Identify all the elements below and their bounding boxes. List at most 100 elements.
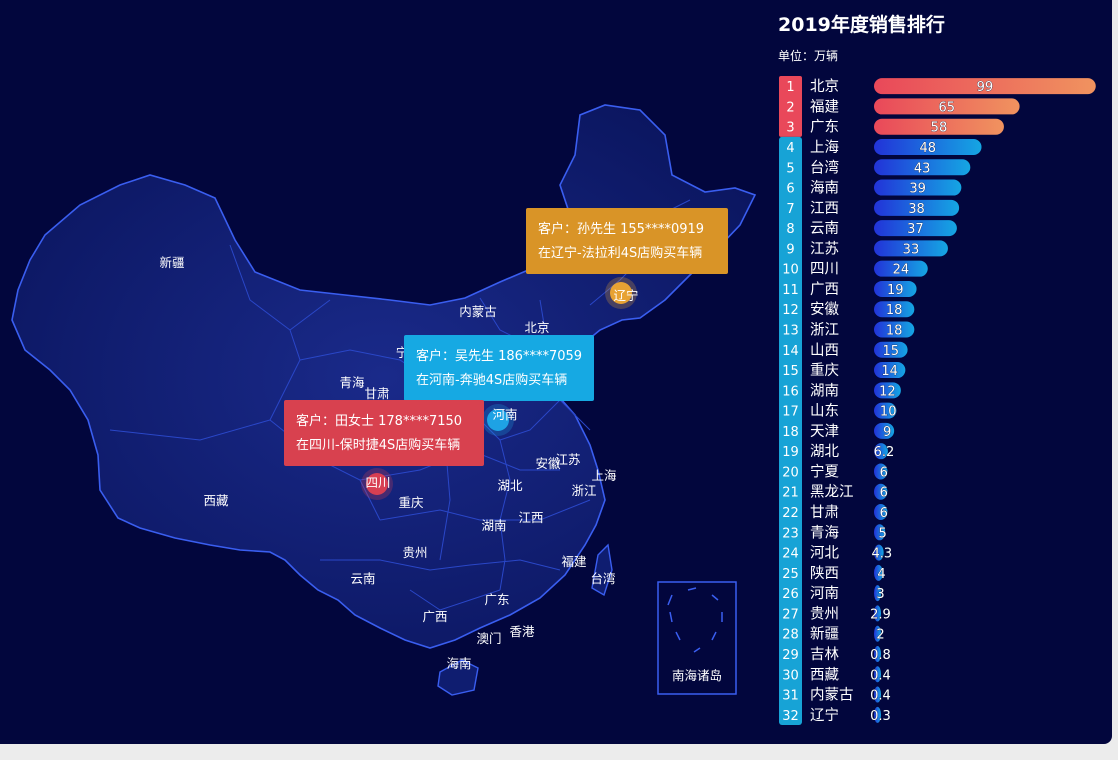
rank-province-name: 台湾 bbox=[810, 159, 839, 176]
rank-bar[interactable] bbox=[874, 463, 888, 480]
rank-row: 5 台湾 43 bbox=[786, 159, 971, 177]
map-label-江苏: 江苏 bbox=[555, 452, 580, 467]
rank-province-name: 河北 bbox=[810, 545, 839, 562]
rank-value-label: 24 bbox=[893, 263, 910, 278]
rank-row: 26 河南 3 bbox=[782, 585, 885, 602]
rank-bar[interactable] bbox=[874, 645, 881, 662]
rank-bar[interactable] bbox=[874, 544, 884, 561]
rank-province-name: 北京 bbox=[810, 78, 839, 95]
rank-value-label: 18 bbox=[886, 303, 903, 318]
rank-bar[interactable] bbox=[874, 706, 881, 723]
map-label-台湾: 台湾 bbox=[590, 571, 615, 586]
rank-bar[interactable] bbox=[874, 280, 917, 297]
marker-河南[interactable] bbox=[482, 404, 514, 436]
rank-number: 23 bbox=[782, 526, 799, 541]
rank-value-label: 39 bbox=[909, 182, 926, 197]
rank-bar[interactable] bbox=[874, 564, 883, 581]
rank-value-label: 0.4 bbox=[870, 668, 891, 683]
rank-number: 26 bbox=[782, 587, 799, 602]
rank-number: 17 bbox=[782, 405, 799, 420]
rank-bar[interactable] bbox=[874, 240, 948, 257]
rank-bar[interactable] bbox=[874, 585, 881, 602]
rank-bar[interactable] bbox=[874, 443, 888, 460]
rank-value-label: 9 bbox=[883, 425, 891, 440]
rank-bar[interactable] bbox=[874, 524, 886, 541]
rank-value-label: 6.2 bbox=[874, 445, 895, 460]
rank-bar[interactable] bbox=[874, 341, 908, 358]
rank-row: 1 北京 99 bbox=[786, 78, 1096, 95]
tooltip-liaoning: 客户：孙先生 155****0919 在辽宁-法拉利4S店购买车辆 bbox=[526, 208, 728, 274]
map-label-海南: 海南 bbox=[446, 656, 471, 671]
map-label-广东: 广东 bbox=[484, 592, 509, 607]
ranking-chart: 1 北京 992 福建 653 广东 584 上海 485 台湾 436 海南 397 江西 388 云南 37… bbox=[779, 76, 1096, 725]
rank-row: 31 内蒙古 0.4 bbox=[782, 686, 891, 704]
rank-bar[interactable] bbox=[874, 159, 971, 176]
rank-bar[interactable] bbox=[874, 179, 962, 196]
rank-province-name: 广西 bbox=[810, 281, 839, 298]
marker-辽宁[interactable] bbox=[605, 277, 637, 309]
rank-number: 27 bbox=[782, 607, 799, 622]
rank-row: 29 吉林 0.8 bbox=[782, 645, 891, 663]
tooltip-sichuan-line2: 在四川-保时捷4S店购买车辆 bbox=[296, 438, 461, 453]
rank-province-name: 海南 bbox=[810, 180, 839, 197]
rank-number: 4 bbox=[786, 141, 794, 156]
rank-bar[interactable] bbox=[874, 625, 881, 642]
rank-bar[interactable] bbox=[874, 98, 1020, 115]
tooltip-henan: 客户：吴先生 186****7059 在河南-奔驰4S店购买车辆 bbox=[404, 335, 594, 401]
rank-bar[interactable] bbox=[874, 220, 957, 237]
rank-province-name: 天津 bbox=[810, 423, 839, 440]
rank-bar[interactable] bbox=[874, 199, 960, 216]
hainan-shape bbox=[437, 659, 479, 696]
rank-bar[interactable] bbox=[874, 260, 928, 277]
map-label-内蒙古: 内蒙古 bbox=[459, 304, 497, 319]
rank-number: 16 bbox=[782, 384, 799, 399]
rank-bar[interactable] bbox=[874, 605, 881, 622]
rank-value-label: 0.3 bbox=[870, 709, 891, 724]
map-label-上海: 上海 bbox=[591, 468, 617, 483]
rank-bar[interactable] bbox=[874, 78, 1096, 95]
rank-value-label: 38 bbox=[908, 202, 925, 217]
map-label-重庆: 重庆 bbox=[398, 495, 424, 510]
rank-bar[interactable] bbox=[874, 362, 906, 379]
rank-bar[interactable] bbox=[874, 504, 888, 521]
rank-bar[interactable] bbox=[874, 382, 901, 399]
rank-bar[interactable] bbox=[874, 402, 897, 419]
ranking-title: 2019年度销售排行 bbox=[778, 14, 945, 36]
rank-row: 2 福建 65 bbox=[786, 98, 1020, 116]
rank-row: 20 宁夏 6 bbox=[782, 463, 888, 481]
rank-value-label: 6 bbox=[880, 486, 888, 501]
rank-number: 6 bbox=[786, 182, 794, 197]
map-label-四川: 四川 bbox=[365, 475, 390, 490]
rank-value-label: 58 bbox=[931, 121, 948, 136]
rank-row: 8 云南 37 bbox=[786, 220, 957, 237]
rank-bar[interactable] bbox=[874, 321, 915, 338]
rank-row: 9 江苏 33 bbox=[786, 240, 948, 258]
rank-value-label: 3 bbox=[876, 587, 884, 602]
rank-number: 12 bbox=[782, 303, 799, 318]
rank-bar[interactable] bbox=[874, 301, 915, 318]
rank-province-name: 辽宁 bbox=[810, 707, 839, 724]
marker-四川[interactable] bbox=[361, 468, 393, 500]
rank-bar[interactable] bbox=[874, 422, 895, 439]
rank-province-name: 浙江 bbox=[810, 322, 839, 339]
south-sea-dashes bbox=[667, 587, 723, 653]
rank-bar[interactable] bbox=[874, 138, 982, 155]
rank-bar[interactable] bbox=[874, 666, 881, 683]
rank-number: 7 bbox=[786, 202, 794, 217]
rank-value-label: 2 bbox=[876, 628, 884, 643]
rank-value-label: 4.3 bbox=[871, 547, 892, 562]
rank-bar[interactable] bbox=[874, 483, 888, 500]
china-map[interactable]: 新疆西藏青海甘肃内蒙古北京天津宁河北山西河南山东陕西四川重庆湖北安徽江苏上海浙江… bbox=[0, 0, 770, 744]
dashboard-panel: 新疆西藏青海甘肃内蒙古北京天津宁河北山西河南山东陕西四川重庆湖北安徽江苏上海浙江… bbox=[0, 0, 1112, 744]
map-label-安徽: 安徽 bbox=[535, 456, 561, 471]
rank-value-label: 10 bbox=[880, 405, 897, 420]
rank-province-name: 陕西 bbox=[810, 565, 839, 582]
ranking-unit: 单位：万辆 bbox=[778, 49, 839, 63]
rank-bar[interactable] bbox=[874, 686, 881, 703]
map-label-浙江: 浙江 bbox=[571, 483, 596, 498]
taiwan-shape bbox=[591, 543, 613, 597]
rank-bar[interactable] bbox=[874, 118, 1004, 135]
rank-row: 3 广东 58 bbox=[786, 118, 1004, 136]
map-label-湖南: 湖南 bbox=[481, 518, 506, 533]
rank-province-name: 福建 bbox=[810, 98, 839, 115]
